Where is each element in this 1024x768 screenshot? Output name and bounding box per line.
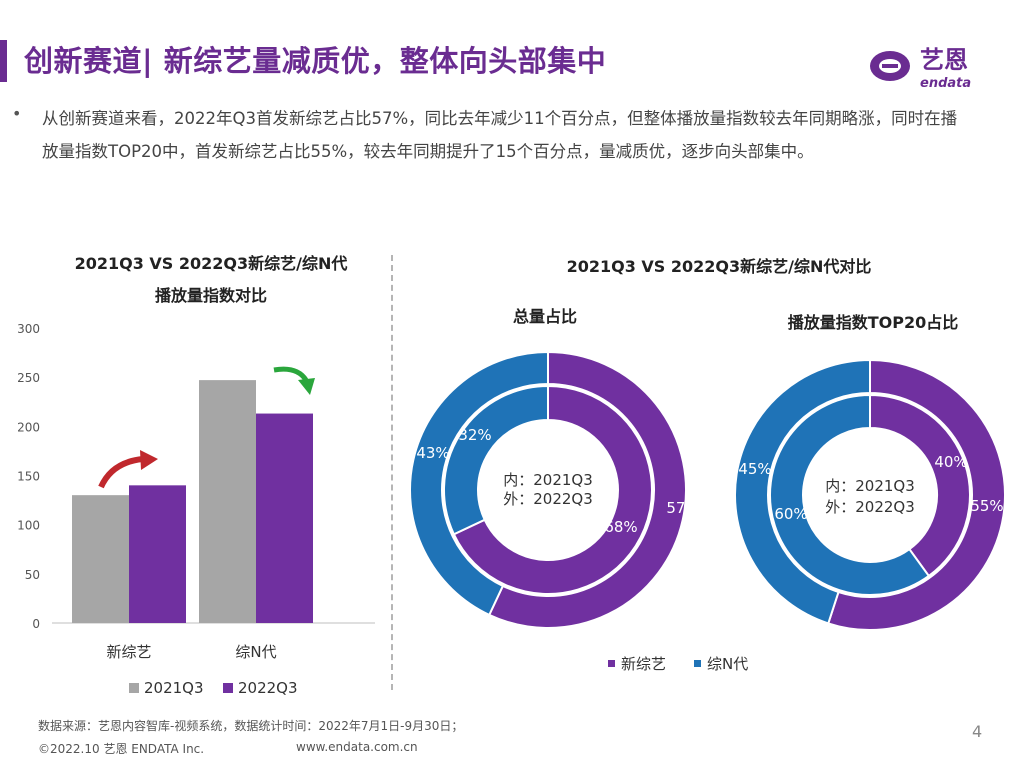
bar-2022Q3-综N代 <box>256 413 313 623</box>
legend-label: 2021Q3 <box>144 679 204 697</box>
donut-2-outer-slice-新综艺 <box>827 358 1006 631</box>
donut-1-inner-slice-新综艺 <box>452 384 653 595</box>
y-tick-label: 150 <box>17 470 40 484</box>
logo-subtext: endata <box>920 76 971 91</box>
donut-2-outer-slice-综N代 <box>734 358 871 625</box>
donut-2-center-line2: 外：2022Q3 <box>825 498 915 516</box>
endata-logo: 艺恩 endata <box>870 46 971 91</box>
y-tick-label: 50 <box>25 568 40 582</box>
donut-section-title: 2021Q3 VS 2022Q3新综艺/综N代对比 <box>567 257 872 276</box>
donut-1-center-line2: 外：2022Q3 <box>503 490 593 508</box>
donut-1-center-line1: 内：2021Q3 <box>503 471 593 489</box>
donut-legend-swatch <box>694 660 701 667</box>
data-source-note: 数据来源：艺恩内容智库-视频系统，数据统计时间：2022年7月1日-9月30日； <box>38 719 464 733</box>
x-tick-label: 综N代 <box>235 643 276 661</box>
legend-swatch <box>223 683 233 693</box>
website-link[interactable]: www.endata.com.cn <box>296 740 418 754</box>
donut-2-inner-label-综N代: 60% <box>774 505 807 523</box>
bar-2021Q3-新综艺 <box>72 495 129 623</box>
donut-2-outer-label-综N代: 45% <box>738 460 771 478</box>
donut-1-inner-label-新综艺: 68% <box>604 518 637 536</box>
donut-2-inner-slice-新综艺 <box>869 393 971 578</box>
y-tick-label: 0 <box>32 617 40 631</box>
summary-bullet: • <box>12 104 22 123</box>
x-tick-label: 新综艺 <box>106 643 151 661</box>
page-title: 创新赛道| 新综艺量减质优，整体向头部集中 <box>24 44 607 78</box>
curved-down-arrow-head <box>298 378 315 395</box>
donut-charts: 2021Q3 VS 2022Q3新综艺/综N代对比 总量占比 播放量指数TOP2… <box>409 257 1006 673</box>
curved-up-arrow-red-icon <box>98 456 144 489</box>
bar-chart-title-line1: 2021Q3 VS 2022Q3新综艺/综N代 <box>75 254 348 273</box>
donut-2-inner-label-新综艺: 40% <box>934 453 967 471</box>
donut-1-inner-slice-综N代 <box>443 384 549 536</box>
y-tick-label: 300 <box>17 322 40 336</box>
bar-2022Q3-新综艺 <box>129 485 186 623</box>
legend-swatch <box>129 683 139 693</box>
y-tick-label: 250 <box>17 371 40 385</box>
donut-1-title: 总量占比 <box>513 307 577 326</box>
donut-1-outer-slice-综N代 <box>409 350 549 617</box>
page-number: 4 <box>972 722 983 741</box>
y-tick-label: 200 <box>17 420 40 434</box>
y-tick-label: 100 <box>17 519 40 533</box>
donut-2-center-line1: 内：2021Q3 <box>825 477 915 495</box>
title-accent-bar <box>0 40 7 82</box>
donut-legend-label: 新综艺 <box>621 655 666 673</box>
curved-up-arrow-head <box>140 450 158 470</box>
summary-text: 从创新赛道来看，2022年Q3首发新综艺占比57%，同比去年减少11个百分点，但… <box>42 109 958 161</box>
donut-legend-swatch <box>608 660 615 667</box>
chart-divider <box>391 255 393 690</box>
bar-chart: 2021Q3 VS 2022Q3新综艺/综N代 播放量指数对比 0 50 100 15… <box>17 254 375 697</box>
donut-2-inner-slice-综N代 <box>769 393 931 596</box>
bar-chart-title-line2: 播放量指数对比 <box>155 286 267 305</box>
logo-text: 艺恩 <box>920 46 968 74</box>
legend-label: 2022Q3 <box>238 679 298 697</box>
donut-2-outer-label-新综艺: 55% <box>970 497 1003 515</box>
copyright: ©2022.10 艺恩 ENDATA Inc. <box>38 742 205 756</box>
donut-1-outer-label-综N代: 43% <box>416 444 449 462</box>
bar-2021Q3-综N代 <box>199 380 256 623</box>
donut-1-outer-label-新综艺: 57% <box>666 499 699 517</box>
curved-down-arrow-green-icon <box>273 366 309 382</box>
donut-legend-label: 综N代 <box>707 655 748 673</box>
donut-1-outer-slice-新综艺 <box>487 350 687 629</box>
donut-1-inner-label-综N代: 32% <box>458 426 491 444</box>
donut-2-title: 播放量指数TOP20占比 <box>788 313 959 332</box>
